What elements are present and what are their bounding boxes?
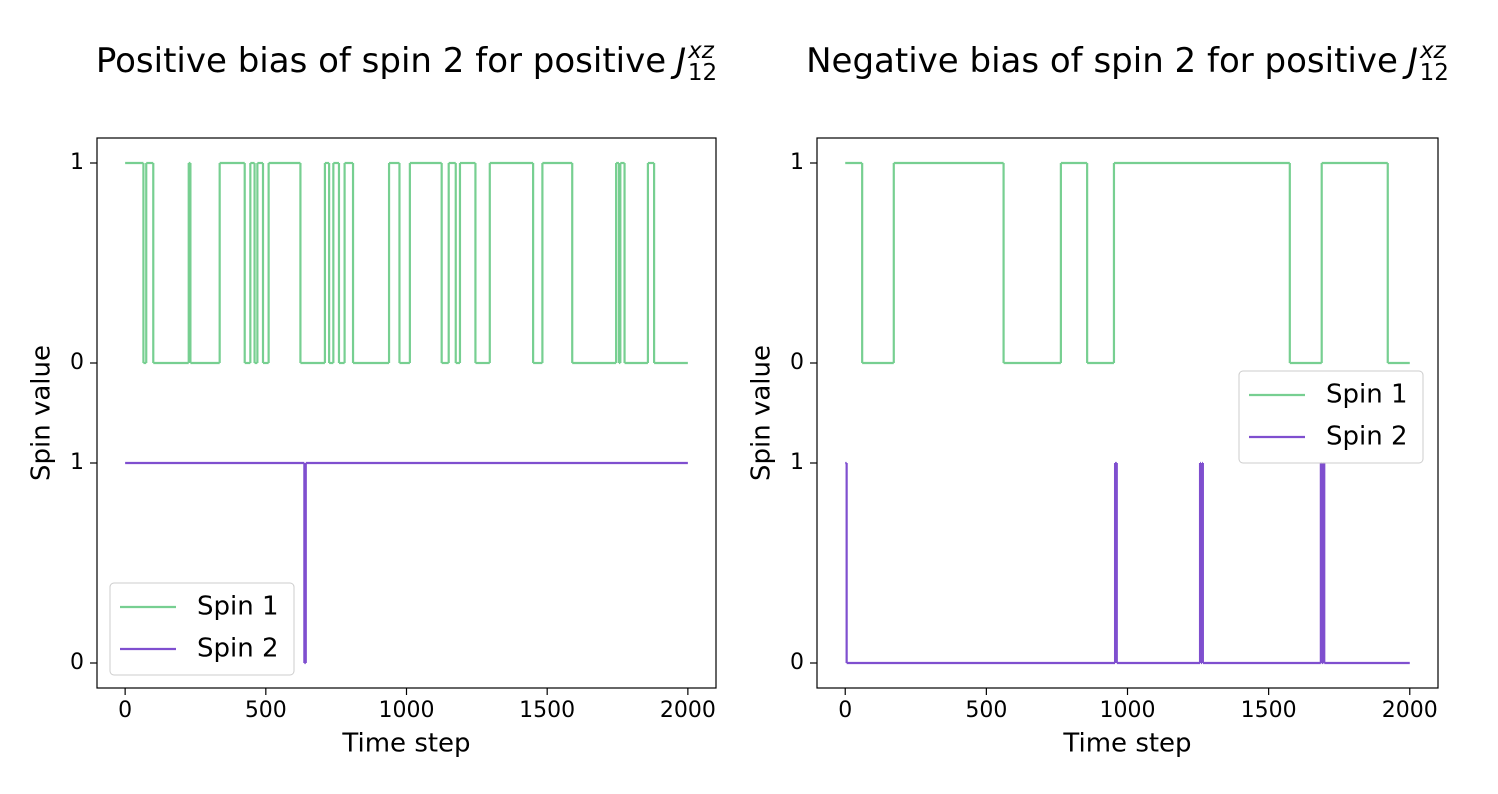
x-tick-label: 1500 xyxy=(519,698,575,723)
y-tick-label: 0 xyxy=(790,650,804,675)
title-superscript: xz xyxy=(687,38,715,64)
y-tick-label: 1 xyxy=(70,150,84,175)
series xyxy=(845,461,1410,665)
series xyxy=(125,461,688,665)
legend-label: Spin 2 xyxy=(1326,422,1408,452)
plot-frame xyxy=(96,137,717,689)
x-tick-label: 500 xyxy=(965,698,1007,723)
x-tick-label: 1000 xyxy=(1100,698,1156,723)
title-symbol: J xyxy=(1402,41,1418,81)
y-axis-label: Spin value xyxy=(747,345,777,481)
legend: Spin 1 Spin 2 xyxy=(109,582,295,676)
y-tick-label: 0 xyxy=(790,350,804,375)
plot-frame xyxy=(816,137,1439,689)
title-superscript: xz xyxy=(1419,38,1447,64)
x-tick-label: 1500 xyxy=(1241,698,1297,723)
x-tick-label: 500 xyxy=(245,698,287,723)
title-symbol: J xyxy=(670,41,686,81)
chart-title: Negative bias of spin 2 for positive Jxz 1… xyxy=(806,38,1449,86)
legend-label: Spin 1 xyxy=(1326,380,1408,410)
title-text: Negative bias of spin 2 for positive xyxy=(806,41,1398,81)
subplot: Negative bias of spin 2 for positive Jxz 1… xyxy=(747,38,1449,759)
y-tick-label: 1 xyxy=(790,450,804,475)
series xyxy=(845,161,1410,365)
x-tick-label: 1000 xyxy=(379,698,435,723)
y-tick-label: 0 xyxy=(70,350,84,375)
legend-label: Spin 2 xyxy=(197,634,279,664)
x-tick-label: 2000 xyxy=(1382,698,1438,723)
x-tick-label: 2000 xyxy=(660,698,716,723)
series xyxy=(125,161,688,365)
y-axis-label: Spin value xyxy=(27,345,57,481)
y-tick-label: 1 xyxy=(790,150,804,175)
title-text: Positive bias of spin 2 for positive xyxy=(96,41,666,81)
subplot: Positive bias of spin 2 for positive Jxz 1… xyxy=(27,38,718,759)
title-subscript: 12 xyxy=(1420,60,1449,86)
legend: Spin 1 Spin 2 xyxy=(1238,370,1424,464)
x-axis-label: Time step xyxy=(1062,729,1191,759)
y-tick-label: 1 xyxy=(70,450,84,475)
legend-label: Spin 1 xyxy=(197,592,279,622)
title-subscript: 12 xyxy=(688,60,717,86)
x-tick-label: 0 xyxy=(118,698,132,723)
x-tick-label: 0 xyxy=(838,698,852,723)
x-axis-label: Time step xyxy=(341,729,470,759)
chart-title: Positive bias of spin 2 for positive Jxz 1… xyxy=(96,38,717,86)
y-tick-label: 0 xyxy=(70,650,84,675)
